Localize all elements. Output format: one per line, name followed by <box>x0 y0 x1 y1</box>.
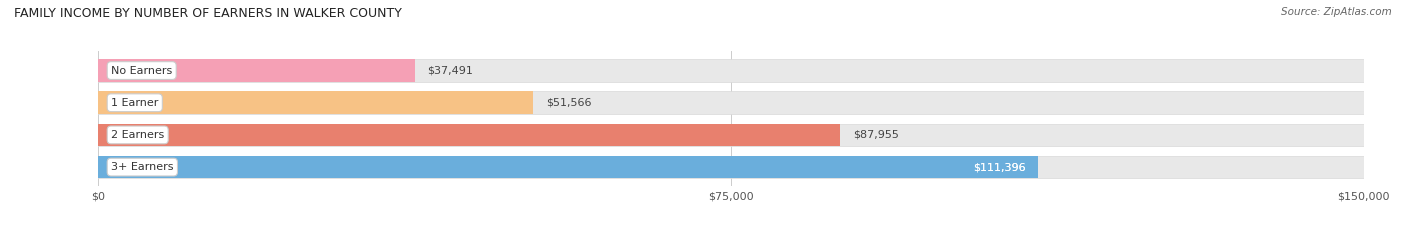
Text: Source: ZipAtlas.com: Source: ZipAtlas.com <box>1281 7 1392 17</box>
Text: $111,396: $111,396 <box>973 162 1025 172</box>
Bar <box>98 59 1364 82</box>
Text: 1 Earner: 1 Earner <box>111 98 159 108</box>
Bar <box>98 124 1364 146</box>
Bar <box>98 156 1364 178</box>
Bar <box>98 124 841 146</box>
Text: $37,491: $37,491 <box>427 65 474 75</box>
Text: 2 Earners: 2 Earners <box>111 130 165 140</box>
Text: $111,396: $111,396 <box>973 162 1025 172</box>
Text: FAMILY INCOME BY NUMBER OF EARNERS IN WALKER COUNTY: FAMILY INCOME BY NUMBER OF EARNERS IN WA… <box>14 7 402 20</box>
Text: $87,955: $87,955 <box>853 130 898 140</box>
Text: $51,566: $51,566 <box>546 98 592 108</box>
Text: 3+ Earners: 3+ Earners <box>111 162 173 172</box>
Bar <box>98 92 533 114</box>
Bar <box>98 156 1038 178</box>
Bar <box>98 92 1364 114</box>
Text: No Earners: No Earners <box>111 65 173 75</box>
Bar <box>98 59 415 82</box>
